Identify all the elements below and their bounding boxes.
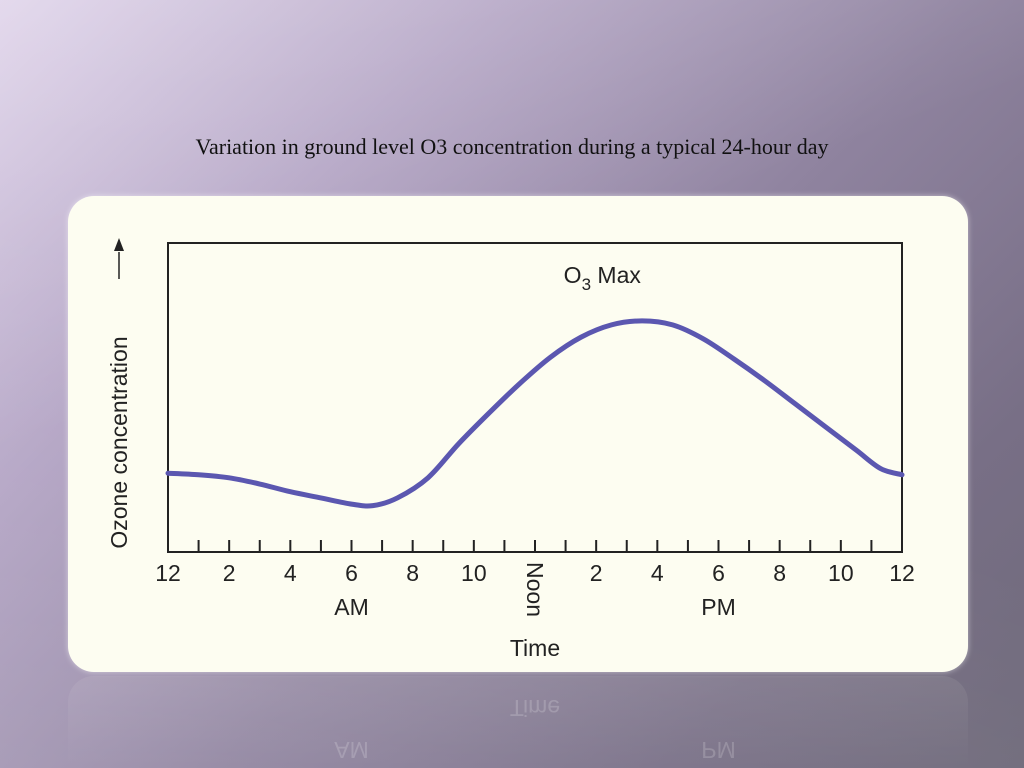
y-axis-arrow-icon: [114, 238, 124, 279]
x-tick-label: 4: [651, 560, 664, 586]
x-tick-label: 12: [155, 560, 181, 586]
x-axis-label: Time: [510, 635, 560, 661]
x-tick-label: 4: [284, 560, 297, 586]
x-tick-label: 10: [828, 560, 854, 586]
plot-frame: [167, 242, 903, 553]
reflection-x-axis-label: Time: [510, 695, 560, 721]
annotation-o3-max: O3 Max: [564, 262, 642, 294]
annotation-o3-subscript: 3: [582, 275, 591, 294]
x-tick-label: 2: [590, 560, 603, 586]
chart-reflection: Time AM PM: [68, 676, 968, 768]
ozone-chart: 12 2 4 6 8 10 Noon 2 4 6 8 10 12 AM PM O3 Max Ozone co…: [106, 238, 915, 661]
annotation-o3-letter: O: [564, 262, 582, 288]
x-tick-label: 2: [223, 560, 236, 586]
annotation-max-label: Max: [591, 262, 641, 288]
x-tick-label-noon: Noon: [522, 562, 548, 617]
chart-card: [68, 196, 968, 672]
x-tick-label: 8: [406, 560, 419, 586]
x-tick-label: 6: [345, 560, 358, 586]
period-label-pm: PM: [701, 594, 736, 620]
slide-title: Variation in ground level O3 concentrati…: [195, 134, 829, 159]
reflection-pm-label: PM: [701, 737, 736, 763]
x-tick-label: 10: [461, 560, 487, 586]
x-tick-label: 8: [773, 560, 786, 586]
x-tick-label: 12: [889, 560, 915, 586]
y-axis-label: Ozone concentration: [106, 336, 132, 548]
period-label-am: AM: [334, 594, 369, 620]
x-tick-label: 6: [712, 560, 725, 586]
series-line-ozone: [165, 318, 905, 509]
reflection-am-label: AM: [334, 737, 369, 763]
